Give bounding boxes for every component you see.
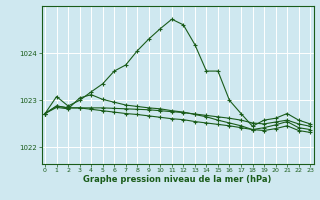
X-axis label: Graphe pression niveau de la mer (hPa): Graphe pression niveau de la mer (hPa)	[84, 175, 272, 184]
